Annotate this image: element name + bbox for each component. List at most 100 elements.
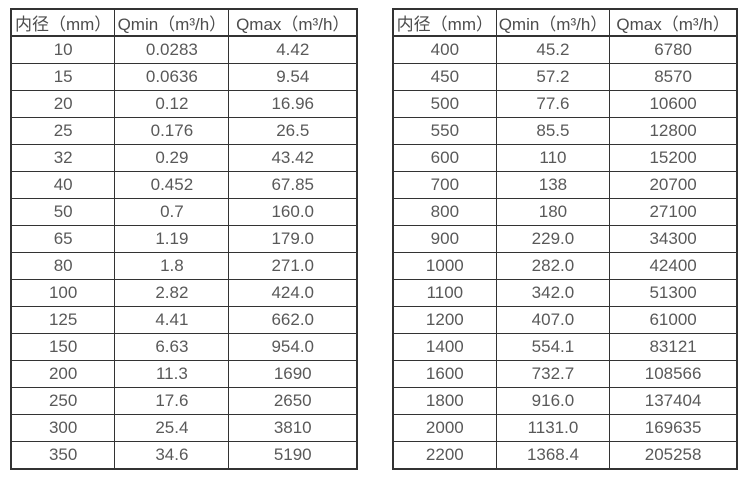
table-row: 40 0.452 67.85: [10, 170, 358, 199]
table-cell: 1131.0: [495, 413, 611, 442]
table-cell: 450: [392, 63, 497, 92]
table-cell: 424.0: [228, 278, 358, 307]
table-row: 200 11.3 1690: [10, 359, 358, 388]
table-cell: 42400: [609, 251, 738, 280]
table-cell: 1100: [392, 278, 497, 307]
table-cell: 51300: [609, 278, 738, 307]
table-cell: 0.176: [114, 117, 230, 146]
table-cell: 200: [10, 359, 116, 388]
table-cell: 0.452: [114, 170, 230, 199]
table-row: 150 6.63 954.0: [10, 332, 358, 361]
table-cell: 15200: [609, 144, 738, 172]
table-cell: 4.41: [114, 305, 230, 334]
table-row: 1100 342.0 51300: [392, 278, 738, 307]
table-row: 15 0.0636 9.54: [10, 63, 358, 92]
table-cell: 50: [10, 197, 116, 226]
table-cell: 1368.4: [495, 440, 611, 470]
table-cell: 1200: [392, 305, 497, 334]
table-row: 600 110 15200: [392, 144, 738, 172]
table-cell: 34.6: [114, 440, 230, 470]
table-cell: 8570: [609, 63, 738, 92]
table-cell: 916.0: [495, 386, 611, 415]
table-cell: 179.0: [228, 224, 358, 253]
table-cell: 2650: [228, 386, 358, 415]
table-cell: 61000: [609, 305, 738, 334]
table-cell: 2000: [392, 413, 497, 442]
table-row: 80 1.8 271.0: [10, 251, 358, 280]
table-cell: 732.7: [495, 359, 611, 388]
table-cell: 180: [495, 197, 611, 226]
table-row: 25 0.176 26.5: [10, 117, 358, 146]
table-row: 10 0.0283 4.42: [10, 35, 358, 65]
table-row: 800 180 27100: [392, 197, 738, 226]
table-cell: 1800: [392, 386, 497, 415]
table-cell: 160.0: [228, 197, 358, 226]
table-cell: 83121: [609, 332, 738, 361]
table-row: 32 0.29 43.42: [10, 144, 358, 172]
table-cell: 342.0: [495, 278, 611, 307]
table-cell: 0.7: [114, 197, 230, 226]
table-cell: 85.5: [495, 117, 611, 146]
table-cell: 34300: [609, 224, 738, 253]
table-cell: 150: [10, 332, 116, 361]
table-cell: 0.0636: [114, 63, 230, 92]
column-header-diameter: 内径（mm）: [392, 8, 497, 37]
table-cell: 32: [10, 144, 116, 172]
table-cell: 20: [10, 90, 116, 119]
table-cell: 125: [10, 305, 116, 334]
table-row: 400 45.2 6780: [392, 35, 738, 65]
table-row: 50 0.7 160.0: [10, 197, 358, 226]
table-cell: 10600: [609, 90, 738, 119]
table-row: 125 4.41 662.0: [10, 305, 358, 334]
table-cell: 5190: [228, 440, 358, 470]
table-cell: 0.0283: [114, 35, 230, 65]
table-cell: 4.42: [228, 35, 358, 65]
table-row: 2200 1368.4 205258: [392, 440, 738, 470]
table-cell: 65: [10, 224, 116, 253]
table-cell: 205258: [609, 440, 738, 470]
table-cell: 12800: [609, 117, 738, 146]
table-cell: 45.2: [495, 35, 611, 65]
table-row: 900 229.0 34300: [392, 224, 738, 253]
table-row: 450 57.2 8570: [392, 63, 738, 92]
table-cell: 954.0: [228, 332, 358, 361]
table-cell: 6.63: [114, 332, 230, 361]
column-header-qmin: Qmin（m³/h）: [114, 8, 230, 37]
column-header-qmax: Qmax（m³/h）: [609, 8, 738, 37]
table-cell: 800: [392, 197, 497, 226]
table-cell: 0.29: [114, 144, 230, 172]
table-row: 500 77.6 10600: [392, 90, 738, 119]
table-cell: 77.6: [495, 90, 611, 119]
table-cell: 43.42: [228, 144, 358, 172]
table-cell: 27100: [609, 197, 738, 226]
table-row: 250 17.6 2650: [10, 386, 358, 415]
table-cell: 9.54: [228, 63, 358, 92]
table-cell: 110: [495, 144, 611, 172]
table-cell: 282.0: [495, 251, 611, 280]
table-cell: 2200: [392, 440, 497, 470]
table-cell: 16.96: [228, 90, 358, 119]
table-cell: 1.19: [114, 224, 230, 253]
table-row: 350 34.6 5190: [10, 440, 358, 470]
table-cell: 1690: [228, 359, 358, 388]
table-cell: 1.8: [114, 251, 230, 280]
table-cell: 100: [10, 278, 116, 307]
table-row: 1000 282.0 42400: [392, 251, 738, 280]
table-row: 1600 732.7 108566: [392, 359, 738, 388]
column-header-qmin: Qmin（m³/h）: [495, 8, 611, 37]
table-cell: 137404: [609, 386, 738, 415]
table-row: 65 1.19 179.0: [10, 224, 358, 253]
table-cell: 300: [10, 413, 116, 442]
table-row: 100 2.82 424.0: [10, 278, 358, 307]
table-cell: 138: [495, 170, 611, 199]
flow-range-table-large-diameters: 内径（mm） Qmin（m³/h） Qmax（m³/h） 400 45.2 6780…: [392, 8, 738, 470]
table-cell: 25.4: [114, 413, 230, 442]
table-cell: 2.82: [114, 278, 230, 307]
table-cell: 6780: [609, 35, 738, 65]
table-header-row: 内径（mm） Qmin（m³/h） Qmax（m³/h）: [10, 8, 358, 37]
table-cell: 550: [392, 117, 497, 146]
table-row: 2000 1131.0 169635: [392, 413, 738, 442]
table-cell: 40: [10, 170, 116, 199]
table-row: 1800 916.0 137404: [392, 386, 738, 415]
